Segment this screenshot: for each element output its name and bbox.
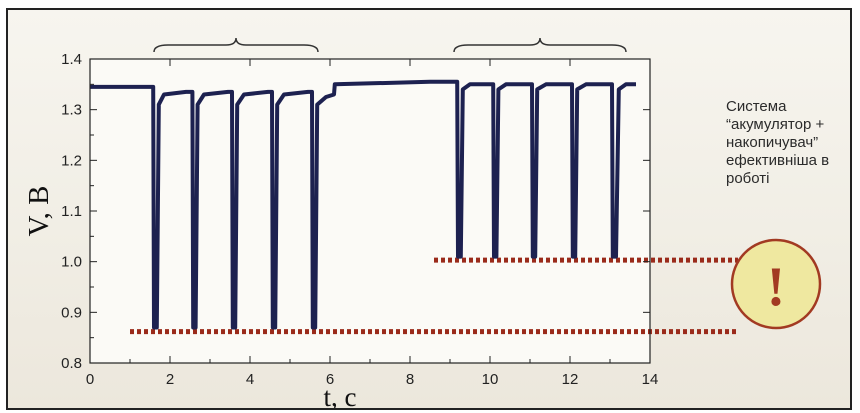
x-tick-label: 12 — [562, 371, 579, 388]
series-line-1 — [90, 79, 636, 330]
x-tick-label: 6 — [326, 371, 334, 388]
brace-1 — [153, 37, 319, 53]
warning-badge — [730, 238, 822, 330]
y-tick-label: 1.3 — [61, 102, 82, 119]
voltage-chart: 0 2 4 6 8 10 12 14 0.8 0.9 1.0 1.1 1.2 1.3 1.4 t, c V, B… — [23, 37, 822, 410]
brace-2 — [453, 37, 627, 53]
annotation-note: Система “акумулятор + накопичувач” ефект… — [726, 98, 830, 187]
x-tick-label: 10 — [482, 371, 499, 388]
exclamation-icon: ! — [767, 256, 786, 318]
x-tick-label: 0 — [86, 371, 94, 388]
figure-frame: 0 2 4 6 8 10 12 14 0.8 0.9 1.0 1.1 1.2 1.3 1.4 t, c V, B… — [6, 8, 852, 410]
x-tick-label: 4 — [246, 371, 254, 388]
y-tick-label: 0.9 — [61, 304, 82, 321]
x-tick-label: 2 — [166, 371, 174, 388]
plot-area — [90, 59, 650, 363]
x-tick-label: 8 — [406, 371, 414, 388]
y-tick-label: 1.0 — [61, 254, 82, 271]
x-axis-title: t, c — [324, 382, 357, 410]
y-tick-label: 1.2 — [61, 152, 82, 169]
y-tick-label: 1.4 — [61, 51, 82, 68]
x-tick-label: 14 — [642, 371, 659, 388]
y-tick-label: 1.1 — [61, 203, 82, 220]
y-tick-label: 0.8 — [61, 355, 82, 372]
y-axis-title: V, B — [23, 185, 55, 236]
